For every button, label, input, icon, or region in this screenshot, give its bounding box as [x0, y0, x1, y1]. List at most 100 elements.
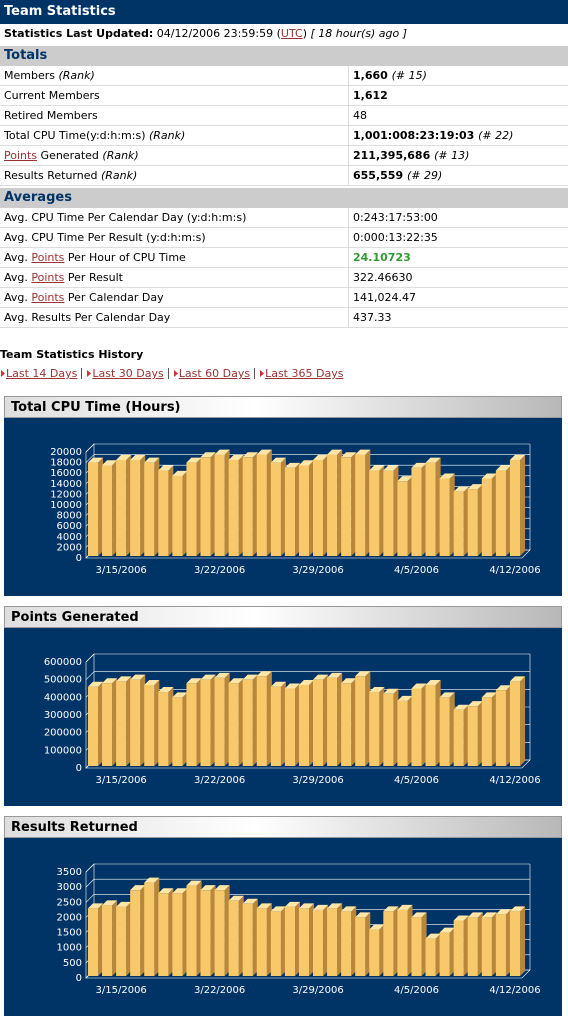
bar-top [200, 452, 216, 458]
bar-top [270, 906, 286, 912]
bar [327, 908, 338, 976]
bar-side [323, 674, 329, 766]
utc-link[interactable]: UTC [280, 27, 303, 40]
bar [214, 677, 225, 766]
bar-side [365, 671, 371, 766]
bar-side [182, 692, 188, 766]
bar-top [116, 901, 132, 907]
y-tick-label: 10000 [50, 500, 82, 511]
bar-side [379, 687, 385, 766]
grid-line-side [85, 443, 95, 453]
bar-top [327, 449, 343, 455]
bar [383, 693, 394, 766]
bar [172, 893, 183, 976]
bar [130, 679, 141, 766]
bar-top [341, 678, 357, 684]
grid-line-side [85, 671, 95, 680]
bar-side [505, 465, 511, 556]
bar [144, 684, 155, 766]
x-tick-label: 4/12/2006 [489, 985, 540, 996]
points-link[interactable]: Points [31, 291, 65, 304]
bar [495, 470, 506, 556]
bar-top [214, 885, 230, 891]
y-tick-label: 1000 [57, 943, 82, 954]
bar [397, 481, 408, 556]
label-text: Avg. CPU Time Per Result (y:d:h:m:s) [4, 231, 206, 244]
bar-top [87, 903, 104, 909]
history-link[interactable]: Last 60 Days [178, 367, 251, 380]
bar-top [242, 674, 258, 680]
arrow [87, 370, 92, 377]
history-link[interactable]: Last 365 Days [265, 367, 344, 380]
bar-side [393, 906, 399, 976]
row: Avg. Points Per Result 322.46630 [0, 267, 568, 288]
row-value: 0:243:17:53:00 [348, 208, 568, 228]
row-label: Members (Rank) [0, 66, 349, 86]
rank: (# 15) [391, 69, 427, 82]
row: Members (Rank) 1,660 (# 15) [0, 66, 568, 86]
header-title: Team Statistics [0, 0, 568, 24]
rank: (# 13) [434, 149, 470, 162]
bar [200, 890, 211, 976]
bar [130, 459, 141, 556]
bar-top [186, 457, 202, 463]
bar-top [214, 449, 230, 455]
label-text: Results Returned [4, 169, 98, 182]
bar-side [210, 885, 216, 976]
bar-top [200, 674, 216, 680]
bar-top [453, 704, 469, 710]
row-label: Avg. CPU Time Per Result (y:d:h:m:s) [0, 227, 349, 248]
y-tick-label: 2500 [57, 897, 82, 908]
bar-top [158, 687, 174, 693]
row: Avg. Points Per Hour of CPU Time 24.10723 [0, 247, 568, 268]
bar-top [355, 671, 371, 677]
bar [355, 454, 366, 556]
bar-top [284, 462, 300, 468]
bar-side [351, 452, 357, 556]
bar-side [210, 452, 216, 556]
bar-top [172, 692, 188, 698]
bar [313, 459, 324, 556]
bar-side [309, 679, 315, 766]
bar-side [224, 885, 230, 976]
history-link[interactable]: Last 14 Days [6, 367, 78, 380]
bar-top [341, 452, 357, 458]
label-text: Avg. Results Per Calendar Day [4, 311, 171, 324]
bar-side [182, 470, 188, 556]
bar-side [491, 692, 497, 766]
row-value: 1,612 [348, 85, 568, 106]
arrow-icon [87, 370, 92, 377]
bar-top [369, 687, 385, 693]
bar-side [449, 473, 455, 556]
totals-title: Totals [0, 46, 568, 66]
arrow [173, 370, 178, 377]
points-link[interactable]: Points [31, 271, 65, 284]
bar [397, 700, 408, 766]
bar [228, 900, 239, 976]
bar [425, 462, 436, 556]
bar-side [435, 457, 441, 556]
bar-top [369, 465, 385, 471]
bar-side [463, 915, 469, 976]
bar-side [393, 465, 399, 556]
bar [242, 457, 253, 556]
arrow-icon [173, 370, 178, 377]
y-tick-label: 500 [63, 958, 82, 969]
bar-top [383, 688, 399, 694]
y-tick-label: 0 [76, 973, 82, 984]
bar-top [355, 912, 371, 918]
bar-top [425, 457, 441, 463]
y-tick-label: 16000 [50, 468, 82, 479]
bar-side [154, 877, 160, 976]
bar-side [379, 465, 385, 556]
history-link[interactable]: Last 30 Days [92, 367, 164, 380]
bar-side [126, 676, 132, 766]
bar-top [509, 906, 526, 912]
bar [130, 890, 141, 976]
chart-panel: 0200040006000800010000120001400016000180… [4, 418, 562, 596]
points-link[interactable]: Points [4, 149, 38, 162]
points-link[interactable]: Points [31, 251, 65, 264]
updated-ago: [ 18 hour(s) ago ] [310, 27, 408, 40]
bar-top [495, 465, 511, 471]
